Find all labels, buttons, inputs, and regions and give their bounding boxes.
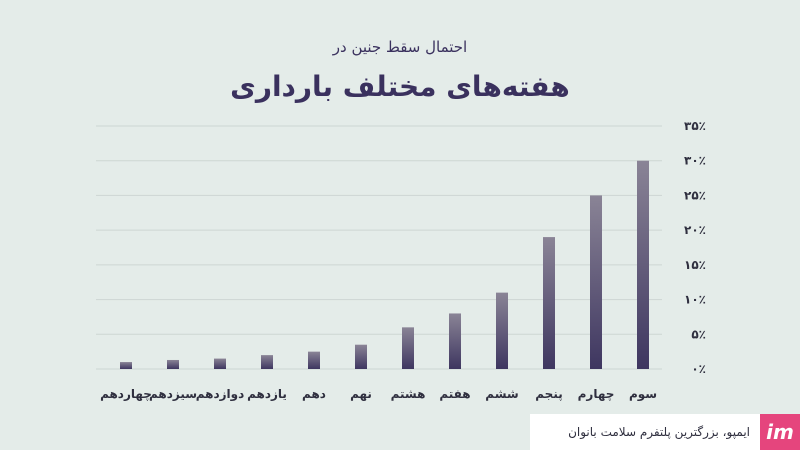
y-tick-label: ۱۵٪ bbox=[684, 258, 706, 272]
bar bbox=[543, 237, 555, 369]
footer-banner: im ایمپو، بزرگترین پلتفرم سلامت بانوان bbox=[530, 414, 800, 450]
y-tick-label: ۰٪ bbox=[691, 362, 706, 376]
x-tick-label: سوم bbox=[629, 387, 657, 402]
y-tick-label: ۳۵٪ bbox=[684, 119, 706, 133]
x-tick-label: سیزدهم bbox=[149, 387, 197, 401]
x-tick-label: هشتم bbox=[391, 387, 426, 401]
chart-title: هفته‌های مختلف بارداری bbox=[230, 70, 570, 103]
bar bbox=[637, 160, 649, 369]
y-tick-label: ۲۵٪ bbox=[684, 188, 706, 202]
x-tick-label: پنجم bbox=[535, 387, 562, 401]
bar bbox=[355, 344, 367, 369]
x-tick-label: چهاردهم bbox=[100, 387, 152, 401]
x-tick-label: دوازدهم bbox=[196, 387, 245, 402]
x-tick-label: هفتم bbox=[439, 387, 470, 401]
bar bbox=[590, 195, 602, 369]
bar bbox=[167, 359, 179, 369]
x-tick-label: دهم bbox=[302, 387, 326, 401]
imo-logo-icon: im bbox=[760, 414, 800, 450]
bar bbox=[120, 362, 132, 369]
bar bbox=[449, 313, 461, 369]
bar bbox=[402, 327, 414, 369]
y-axis-ticks: ۰٪ ۵٪ ۱۰٪ ۱۵٪ ۲۰٪ ۲۵٪ ۳۰٪ ۳۵٪ bbox=[684, 119, 706, 376]
chart-subtitle: احتمال سقط جنین در bbox=[332, 38, 467, 56]
y-tick-label: ۵٪ bbox=[691, 327, 706, 341]
grid-lines bbox=[96, 125, 662, 370]
bar bbox=[214, 358, 226, 369]
bar bbox=[308, 351, 320, 369]
footer-tagline: ایمپو، بزرگترین پلتفرم سلامت بانوان bbox=[568, 425, 750, 439]
bars bbox=[120, 160, 649, 369]
bar bbox=[261, 355, 273, 369]
y-tick-label: ۳۰٪ bbox=[684, 154, 706, 168]
x-axis-labels: سوم چهارم پنجم ششم هفتم هشتم نهم دهم یازدهمدوازد… bbox=[100, 387, 657, 402]
x-tick-label: یازدهم bbox=[247, 387, 287, 401]
bar bbox=[496, 292, 508, 369]
x-tick-label: چهارم bbox=[578, 387, 615, 402]
x-tick-label: ششم bbox=[485, 387, 518, 401]
y-tick-label: ۱۰٪ bbox=[684, 293, 706, 307]
x-tick-label: نهم bbox=[350, 387, 372, 401]
y-tick-label: ۲۰٪ bbox=[684, 223, 706, 237]
